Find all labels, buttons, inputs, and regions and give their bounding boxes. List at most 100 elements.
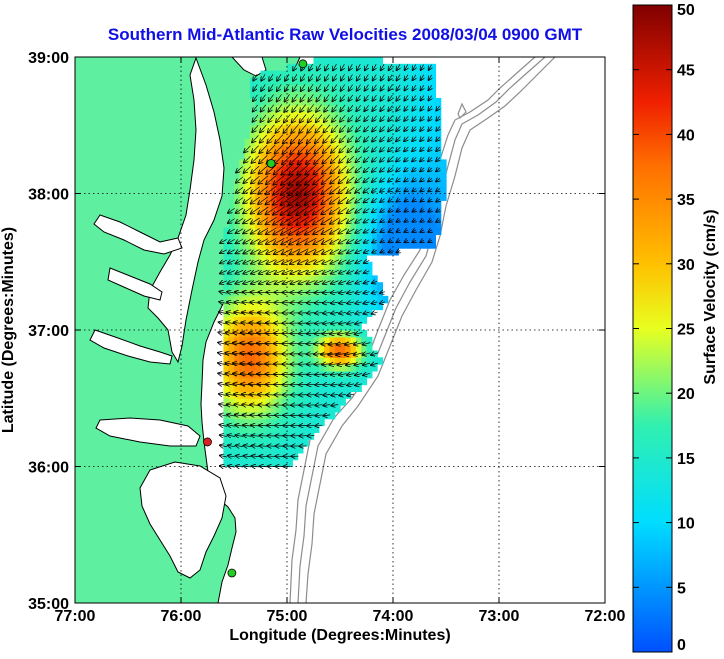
velocity-cell [382,104,389,113]
velocity-cell [281,398,288,406]
velocity-cell [239,282,246,290]
velocity-cell [292,138,299,147]
velocity-cell [287,316,293,324]
velocity-cell [355,220,362,229]
velocity-arrow [274,154,285,164]
velocity-cell [255,138,262,147]
velocity-cell [276,173,283,181]
velocity-arrow [297,174,310,185]
velocity-cell [234,220,240,229]
velocity-cell [398,186,405,195]
velocity-cell [239,439,246,447]
velocity-cell [260,295,267,304]
velocity-cell [249,459,256,468]
velocity-cell [302,418,309,427]
velocity-arrow [274,248,285,254]
velocity-arrow [339,384,347,385]
velocity-arrow [372,240,377,243]
velocity-arrow [357,64,360,70]
velocity-cell [350,97,357,106]
velocity-cell [419,159,426,167]
velocity-cell [302,166,309,174]
velocity-cell [281,405,288,413]
velocity-cell [361,357,368,365]
velocity-cell [419,241,426,249]
velocity-cell [297,91,304,99]
velocity-cell [260,179,267,188]
velocity-cell [223,343,230,352]
velocity-cell [313,275,320,283]
velocity-arrow [364,94,369,101]
velocity-arrow [364,166,370,172]
velocity-cell [255,248,262,256]
velocity-arrow [261,74,265,80]
velocity-cell [324,364,330,372]
velocity-cell [265,384,272,393]
velocity-cell [318,63,325,72]
velocity-cell [403,173,410,181]
velocity-arrow [316,104,322,112]
velocity-cell [249,343,256,352]
velocity-cell [340,254,346,263]
velocity-cell [366,261,373,270]
velocity-cell [361,234,368,242]
velocity-arrow [420,189,424,192]
velocity-arrow [428,115,432,121]
velocity-cell [355,343,362,352]
velocity-cell [244,193,251,201]
colorbar-gradient [632,4,673,653]
velocity-cell [260,77,267,85]
velocity-cell [313,295,320,304]
velocity-arrow [260,114,267,122]
velocity-arrow [332,124,339,132]
velocity-cell [398,166,405,174]
velocity-arrow [428,168,432,172]
velocity-cell [345,152,352,160]
velocity-cell [223,316,230,324]
velocity-cell [324,132,330,140]
velocity-cell [271,343,277,352]
velocity-cell [281,166,288,174]
velocity-cell [419,84,426,92]
velocity-cell [334,193,341,201]
velocity-cell [318,398,325,406]
velocity-cell [403,63,410,72]
velocity-arrow [331,281,339,284]
velocity-arrow [289,227,302,234]
velocity-cell [223,425,230,433]
velocity-cell [329,152,336,160]
velocity-cell [424,138,431,147]
velocity-cell [249,200,256,208]
velocity-cell [340,118,346,126]
velocity-arrow [315,124,323,133]
velocity-cell [324,377,330,386]
velocity-cell [276,152,283,160]
velocity-cell [398,77,405,85]
velocity-cell [414,70,421,79]
velocity-cell [276,364,283,372]
velocity-arrow [405,209,408,211]
velocity-arrow [317,74,322,81]
velocity-arrow [372,312,378,314]
velocity-cell [302,268,309,276]
velocity-cell [361,152,368,160]
velocity-cell [403,97,410,106]
velocity-cell [393,91,399,99]
velocity-cell [361,213,368,222]
velocity-arrow [355,250,362,253]
velocity-cell [302,398,309,406]
velocity-cell [239,261,246,270]
velocity-cell [313,213,320,222]
velocity-cell [271,111,277,120]
velocity-arrow [251,228,260,233]
velocity-cell [297,261,304,270]
velocity-cell [340,398,346,406]
velocity-arrow [388,178,393,182]
velocity-cell [302,275,309,283]
velocity-cell [281,418,288,427]
velocity-arrow [428,240,432,242]
velocity-cell [340,132,346,140]
velocity-cell [244,418,251,427]
velocity-arrow [338,196,348,203]
